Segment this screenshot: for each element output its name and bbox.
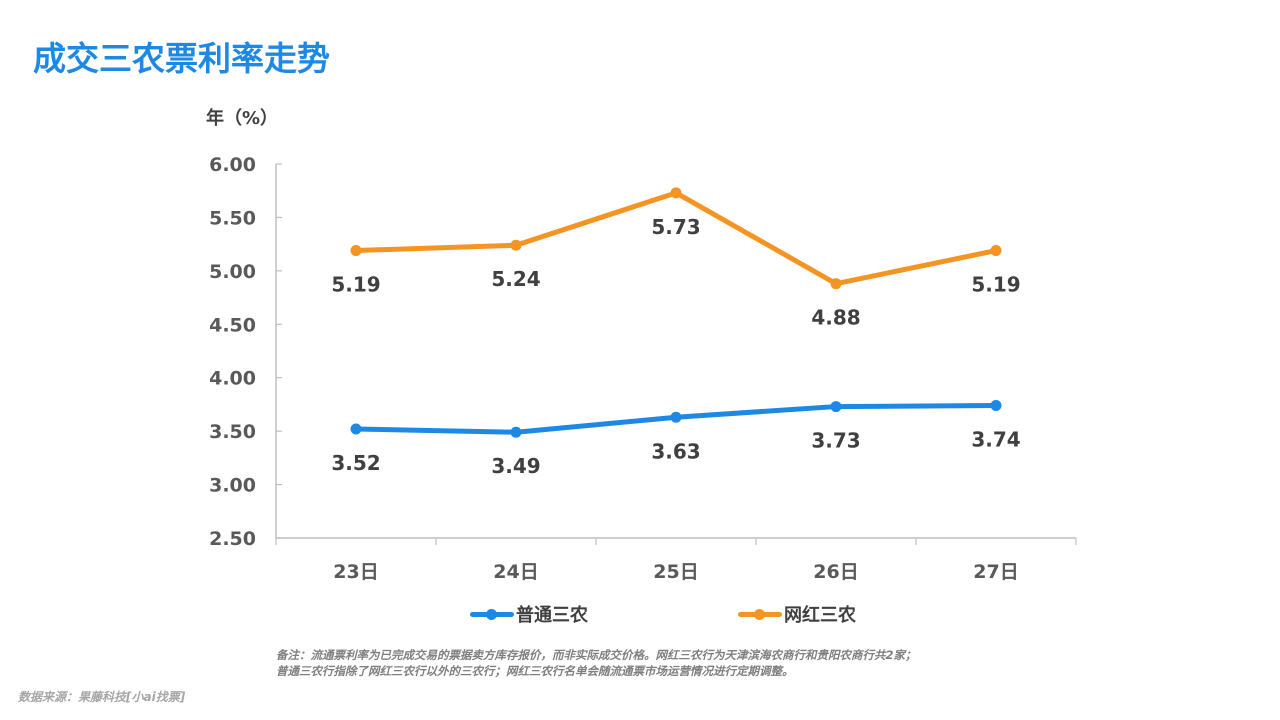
legend-label: 网红三农 <box>784 605 856 626</box>
legend-line-marker-icon <box>738 602 782 626</box>
data-label: 3.63 <box>651 439 700 463</box>
data-label: 5.24 <box>491 267 540 291</box>
data-point <box>350 423 362 435</box>
footnote-line: 备注：流通票利率为已完成交易的票据卖方库存报价，而非实际成交价格。网红三农行为天… <box>276 648 917 662</box>
x-tick-label: 27日 <box>973 561 1018 583</box>
data-label: 5.19 <box>971 273 1020 297</box>
legend-line-marker-icon <box>470 602 514 626</box>
data-label: 5.73 <box>651 215 700 239</box>
data-label: 3.74 <box>971 427 1020 451</box>
x-tick-label: 24日 <box>493 561 538 583</box>
y-tick-label: 6.00 <box>209 154 256 176</box>
data-source: 数据来源：果藤科技[小ai找票] <box>18 690 186 704</box>
data-label: 4.88 <box>811 306 860 330</box>
legend-label: 普通三农 <box>516 605 588 626</box>
y-tick-label: 4.00 <box>209 368 256 390</box>
y-tick-label: 5.50 <box>209 207 256 229</box>
x-tick-label: 26日 <box>813 561 858 583</box>
data-point <box>830 278 842 290</box>
x-tick-label: 23日 <box>333 561 378 583</box>
y-tick-label: 2.50 <box>209 528 256 550</box>
footnote-line: 普通三农行指除了网红三农行以外的三农行；网红三农行名单会随流通票市场运营情况进行… <box>276 664 794 678</box>
data-label: 3.49 <box>491 454 540 478</box>
data-point <box>990 399 1002 411</box>
legend-item-wanghong: 网红三农 <box>738 602 856 626</box>
data-point <box>830 401 842 413</box>
y-axis-unit-label: 年（%） <box>206 108 279 129</box>
data-point <box>510 426 522 438</box>
data-point <box>510 239 522 251</box>
y-tick-label: 3.50 <box>209 421 256 443</box>
footnote: 备注：流通票利率为已完成交易的票据卖方库存报价，而非实际成交价格。网红三农行为天… <box>276 647 917 679</box>
y-tick-label: 3.00 <box>209 475 256 497</box>
data-point <box>990 245 1002 257</box>
data-point <box>350 245 362 257</box>
y-tick-label: 4.50 <box>209 314 256 336</box>
legend-item-putong: 普通三农 <box>470 602 588 626</box>
data-label: 3.52 <box>331 451 380 475</box>
data-label: 5.19 <box>331 273 380 297</box>
data-point <box>670 187 682 199</box>
data-point <box>670 411 682 423</box>
x-tick-label: 25日 <box>653 561 698 583</box>
y-tick-label: 5.00 <box>209 261 256 283</box>
data-label: 3.73 <box>811 429 860 453</box>
page-title: 成交三农票利率走势 <box>33 39 330 78</box>
